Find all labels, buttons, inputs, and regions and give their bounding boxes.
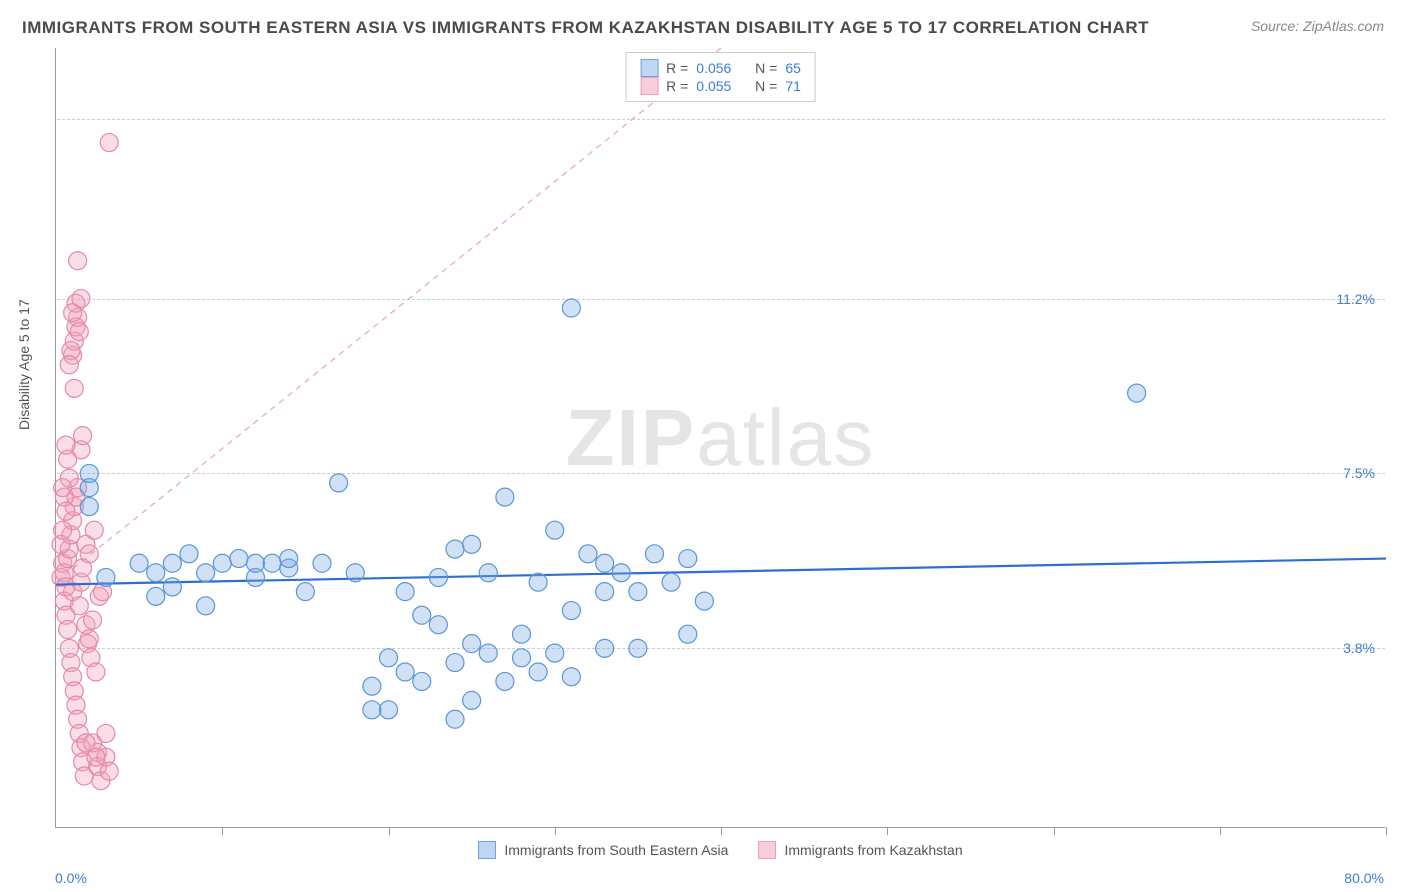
legend-swatch-series-2 xyxy=(640,77,658,95)
source-link[interactable]: ZipAtlas.com xyxy=(1303,18,1384,34)
x-tick-max: 80.0% xyxy=(1344,870,1384,886)
n-label: N = xyxy=(755,78,777,94)
legend-stats-row-1: R = 0.056 N = 65 xyxy=(640,59,801,77)
legend-label-2: Immigrants from Kazakhstan xyxy=(784,842,962,858)
legend-swatch-series-1 xyxy=(640,59,658,77)
source-attribution: Source: ZipAtlas.com xyxy=(1251,18,1384,34)
legend-bottom: Immigrants from South Eastern Asia Immig… xyxy=(56,841,1385,859)
y-tick-label: 3.8% xyxy=(1343,640,1375,656)
r-value-2: 0.055 xyxy=(696,78,731,94)
y-tick-label: 7.5% xyxy=(1343,465,1375,481)
legend-item-1: Immigrants from South Eastern Asia xyxy=(478,841,728,859)
r-label: R = xyxy=(666,60,688,76)
r-label: R = xyxy=(666,78,688,94)
x-tick-min: 0.0% xyxy=(55,870,87,886)
legend-item-2: Immigrants from Kazakhstan xyxy=(758,841,962,859)
legend-swatch-2 xyxy=(758,841,776,859)
legend-stats-row-2: R = 0.055 N = 71 xyxy=(640,77,801,95)
n-value-2: 71 xyxy=(785,78,801,94)
scatter-svg xyxy=(56,48,1385,827)
chart-title: IMMIGRANTS FROM SOUTH EASTERN ASIA VS IM… xyxy=(22,18,1149,38)
n-label: N = xyxy=(755,60,777,76)
plot-area: ZIPatlas R = 0.056 N = 65 R = 0.055 N = … xyxy=(55,48,1385,828)
y-tick-label: 11.2% xyxy=(1336,291,1375,307)
legend-stats: R = 0.056 N = 65 R = 0.055 N = 71 xyxy=(625,52,816,102)
y-axis-label: Disability Age 5 to 17 xyxy=(16,299,32,430)
source-label: Source: xyxy=(1251,18,1299,34)
legend-swatch-1 xyxy=(478,841,496,859)
legend-label-1: Immigrants from South Eastern Asia xyxy=(504,842,728,858)
n-value-1: 65 xyxy=(785,60,801,76)
r-value-1: 0.056 xyxy=(696,60,731,76)
